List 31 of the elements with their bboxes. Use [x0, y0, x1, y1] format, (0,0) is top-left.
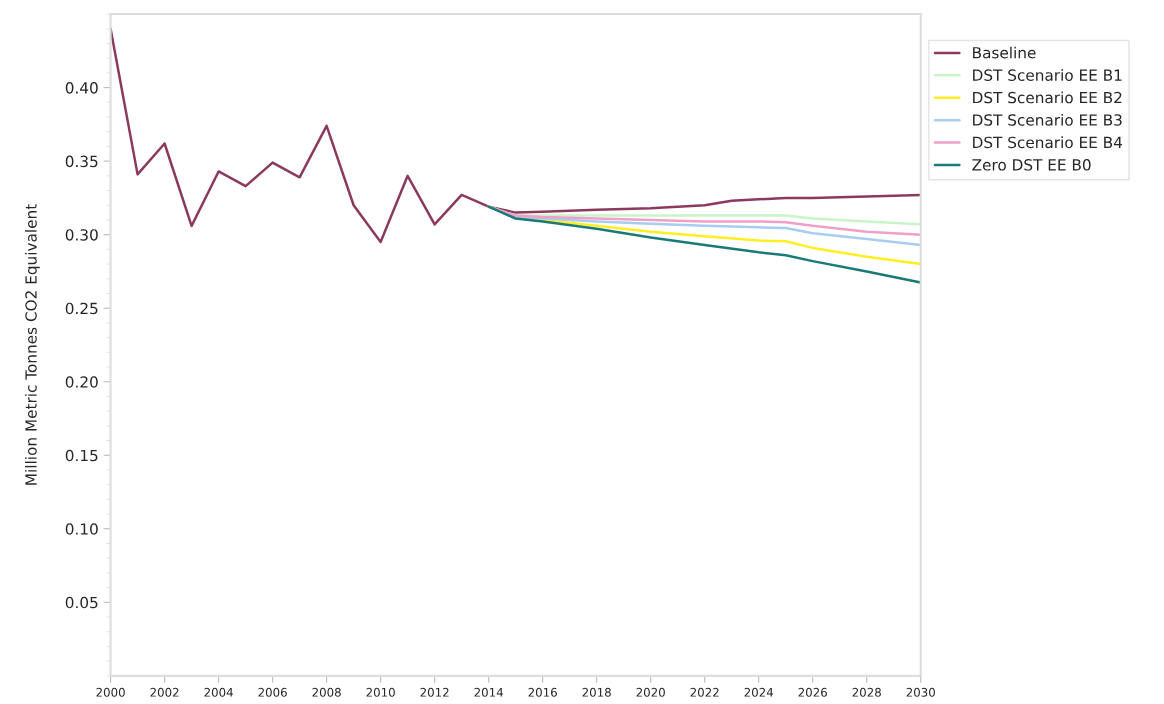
x-tick-label: 2024 [744, 687, 774, 697]
x-tick-label: 2016 [528, 687, 557, 697]
x-tick-label: 2022 [690, 687, 719, 697]
y-axis-title: Million Metric Tonnes CO2 Equivalent [24, 204, 40, 485]
x-tick-label: 2000 [96, 687, 125, 697]
y-tick-label: 0.20 [65, 376, 98, 388]
legend-label: DST Scenario EE B1 [973, 69, 1122, 81]
x-tick-label: 2002 [150, 687, 179, 697]
legend-label: DST Scenario EE B4 [973, 136, 1123, 149]
x-tick-label: 2026 [798, 687, 827, 697]
x-tick-label: 2020 [636, 687, 665, 697]
legend-label: Zero DST EE B0 [972, 159, 1091, 171]
x-tick-label: 2030 [906, 687, 935, 697]
x-tick-label: 2008 [312, 687, 341, 697]
y-tick-label: 0.05 [65, 596, 98, 609]
legend-label: DST Scenario EE B3 [973, 113, 1122, 126]
y-tick-label: 0.35 [65, 155, 98, 168]
y-tick-label: 0.40 [65, 82, 98, 94]
y-tick-label: 0.15 [65, 449, 98, 462]
x-tick-label: 2028 [852, 687, 881, 697]
x-tick-label: 2012 [420, 687, 449, 697]
x-tick-label: 2006 [258, 687, 287, 697]
legend-label: Baseline [973, 46, 1036, 59]
x-tick-label: 2010 [366, 687, 395, 697]
y-tick-label: 0.10 [65, 523, 98, 535]
x-tick-label: 2004 [204, 687, 233, 697]
legend-label: DST Scenario EE B2 [973, 91, 1122, 104]
y-tick-label: 0.30 [65, 229, 98, 241]
x-tick-label: 2018 [582, 687, 611, 697]
x-tick-label: 2014 [474, 687, 504, 697]
y-tick-label: 0.25 [65, 302, 98, 315]
